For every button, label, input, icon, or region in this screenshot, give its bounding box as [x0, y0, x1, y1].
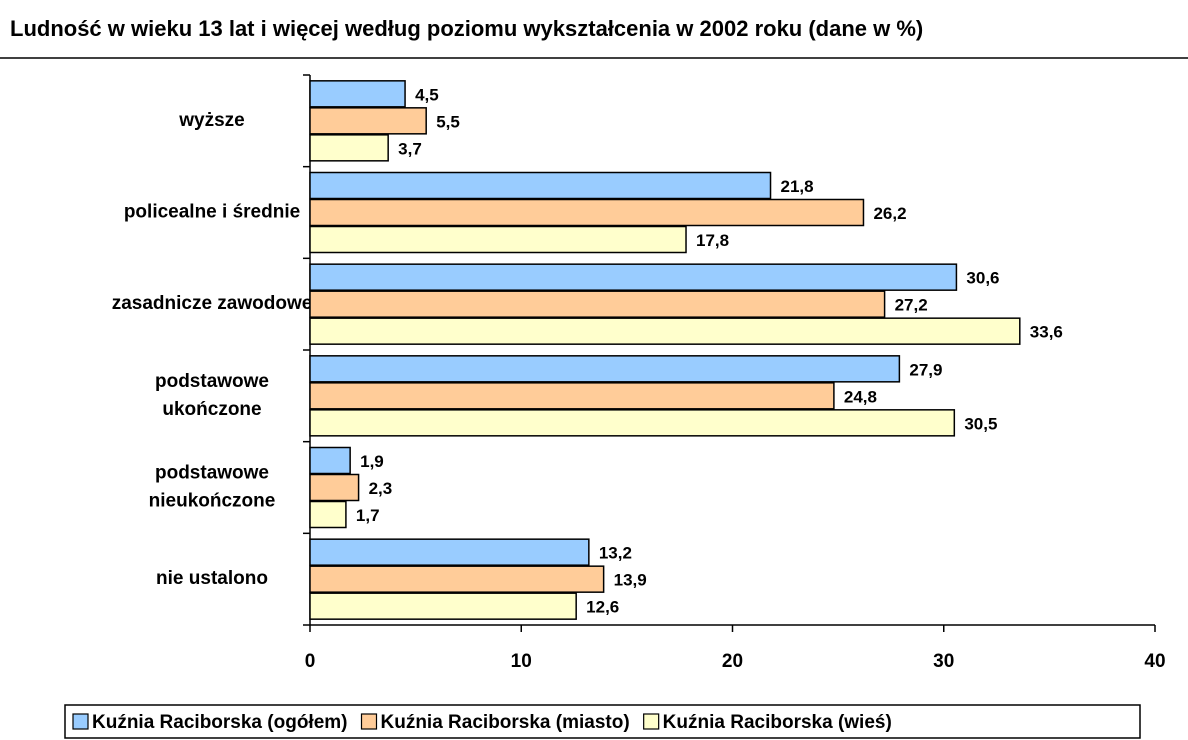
bar — [309, 80, 406, 108]
legend-swatch — [643, 713, 660, 730]
data-label: 33,6 — [1030, 323, 1063, 342]
x-tick-label: 20 — [722, 651, 743, 672]
bar — [309, 317, 1021, 345]
bar — [309, 382, 835, 410]
data-label: 13,9 — [614, 571, 647, 590]
data-label: 4,5 — [415, 85, 439, 104]
data-label: 12,6 — [586, 598, 619, 617]
legend-swatch — [72, 713, 89, 730]
data-label: 27,9 — [909, 360, 942, 379]
data-label: 30,6 — [966, 269, 999, 288]
bar — [309, 446, 351, 475]
category-label: podstawowe nieukończone — [149, 463, 276, 512]
bar — [309, 565, 605, 593]
category-label: wyższe — [178, 110, 244, 131]
data-label: 3,7 — [398, 139, 422, 158]
bar — [309, 290, 886, 318]
x-tick-label: 30 — [933, 651, 954, 672]
x-tick-label: 0 — [305, 651, 316, 672]
data-label: 27,2 — [895, 296, 928, 315]
bar — [309, 198, 865, 227]
chart-title: Ludność w wieku 13 lat i więcej według p… — [10, 16, 923, 41]
bar — [309, 107, 427, 135]
data-label: 13,2 — [599, 544, 632, 563]
bar — [309, 171, 772, 200]
bar — [309, 409, 956, 437]
bar — [309, 538, 590, 566]
bar — [309, 473, 360, 502]
bar — [309, 134, 389, 162]
x-tick-label: 10 — [511, 651, 532, 672]
data-label: 17,8 — [696, 231, 729, 250]
bar — [309, 500, 347, 529]
data-label: 1,9 — [360, 452, 384, 471]
bar — [309, 592, 577, 620]
data-label: 2,3 — [369, 479, 393, 498]
bar — [309, 355, 901, 383]
data-label: 30,5 — [964, 414, 997, 433]
legend-label: Kuźnia Raciborska (wieś) — [663, 712, 892, 733]
x-tick-label: 40 — [1144, 651, 1165, 672]
category-label: zasadnicze zawodowe — [112, 293, 313, 314]
legend-label: Kuźnia Raciborska (ogółem) — [92, 712, 348, 733]
category-label: policealne i średnie — [124, 202, 300, 223]
data-label: 21,8 — [781, 177, 814, 196]
category-label: podstawowe ukończone — [155, 371, 269, 420]
bar — [309, 263, 958, 291]
legend-swatch — [360, 713, 378, 730]
data-label: 1,7 — [356, 506, 380, 525]
data-label: 26,2 — [873, 204, 906, 223]
data-label: 5,5 — [436, 112, 460, 131]
legend-label: Kuźnia Raciborska (miasto) — [381, 712, 630, 733]
legend-box — [64, 704, 1141, 739]
data-label: 24,8 — [844, 387, 877, 406]
bar — [309, 225, 687, 254]
category-label: nie ustalono — [156, 568, 268, 589]
